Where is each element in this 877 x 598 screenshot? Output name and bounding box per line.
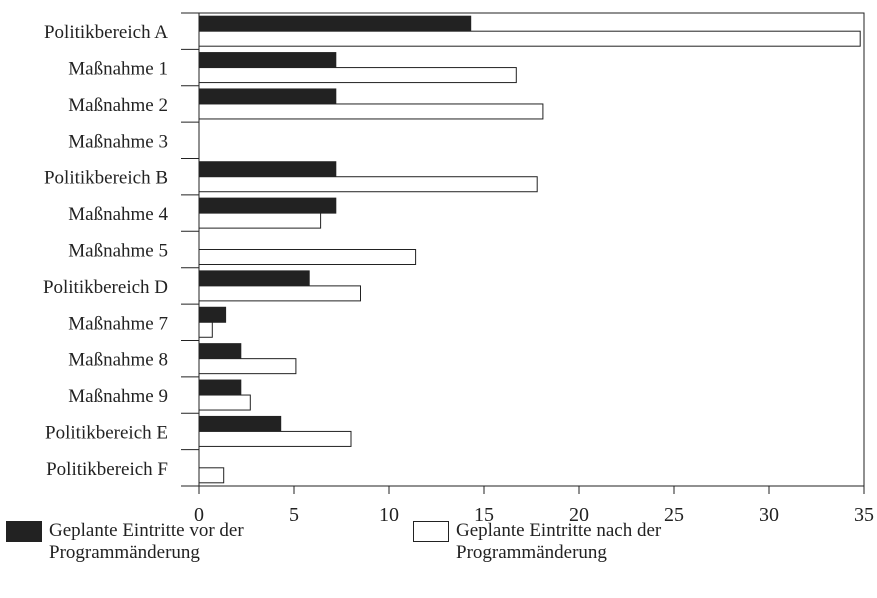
bar-after — [198, 394, 251, 411]
category-label: Maßnahme 7 — [68, 313, 168, 334]
bar-before — [198, 306, 227, 323]
bar-after — [198, 249, 417, 265]
x-tick-label: 10 — [379, 504, 399, 526]
legend-label-before-line2: Programmänderung — [49, 542, 200, 563]
legend-swatch-before — [6, 521, 42, 542]
bar-layer — [198, 15, 861, 484]
bar-after — [198, 321, 213, 338]
x-tick-label: 25 — [664, 504, 684, 526]
legend-item-before: Geplante Eintritte vor der Programmänder… — [6, 520, 329, 564]
bar-before — [198, 88, 337, 105]
legend-label-before: Geplante Eintritte vor der Programmänder… — [49, 520, 329, 564]
category-label: Politikbereich D — [43, 277, 168, 298]
legend-label-before-line1: Geplante Eintritte vor der — [49, 520, 244, 541]
bar-before — [198, 15, 472, 32]
category-label: Maßnahme 3 — [68, 131, 168, 152]
bar-before — [198, 379, 242, 396]
category-label: Maßnahme 5 — [68, 241, 168, 262]
legend-item-after: Geplante Eintritte nach der Programmände… — [413, 520, 736, 564]
bar-after — [198, 176, 538, 193]
bar-after — [198, 67, 517, 84]
legend-swatch-after — [413, 521, 449, 542]
category-label: Maßnahme 2 — [68, 95, 168, 116]
x-tick-label: 5 — [289, 504, 299, 526]
category-label: Politikbereich A — [44, 22, 168, 43]
category-label: Maßnahme 1 — [68, 59, 168, 80]
legend-label-after: Geplante Eintritte nach der Programmände… — [456, 520, 736, 564]
x-tick-label: 0 — [194, 504, 204, 526]
bar-after — [198, 430, 352, 447]
category-label: Politikbereich F — [46, 459, 168, 480]
x-tick-label: 20 — [569, 504, 589, 526]
x-tick-label: 30 — [759, 504, 779, 526]
bar-after — [198, 212, 322, 229]
bar-after — [198, 358, 297, 375]
bar-after — [198, 467, 225, 484]
x-tick-label: 15 — [474, 504, 494, 526]
bar-after — [198, 285, 361, 302]
bar-before — [198, 415, 282, 432]
bar-before — [198, 343, 242, 360]
bar-after — [198, 103, 544, 120]
category-label: Maßnahme 8 — [68, 350, 168, 371]
bar-before — [198, 161, 337, 178]
category-label: Maßnahme 4 — [68, 204, 168, 225]
bar-before — [198, 270, 310, 287]
category-label: Politikbereich B — [44, 168, 168, 189]
bar-after — [198, 30, 861, 47]
category-label: Politikbereich E — [45, 422, 168, 443]
legend-label-after-line1: Geplante Eintritte nach der — [456, 520, 662, 541]
label-layer: 0 5 10 15 20 25 30 35 Politikbereich A Maßnahme 1… — [43, 22, 874, 526]
category-label: Maßnahme 9 — [68, 386, 168, 407]
x-tick-label: 35 — [854, 504, 874, 526]
legend-label-after-line2: Programmänderung — [456, 542, 607, 563]
bar-before — [198, 52, 337, 69]
bar-before — [198, 197, 337, 214]
